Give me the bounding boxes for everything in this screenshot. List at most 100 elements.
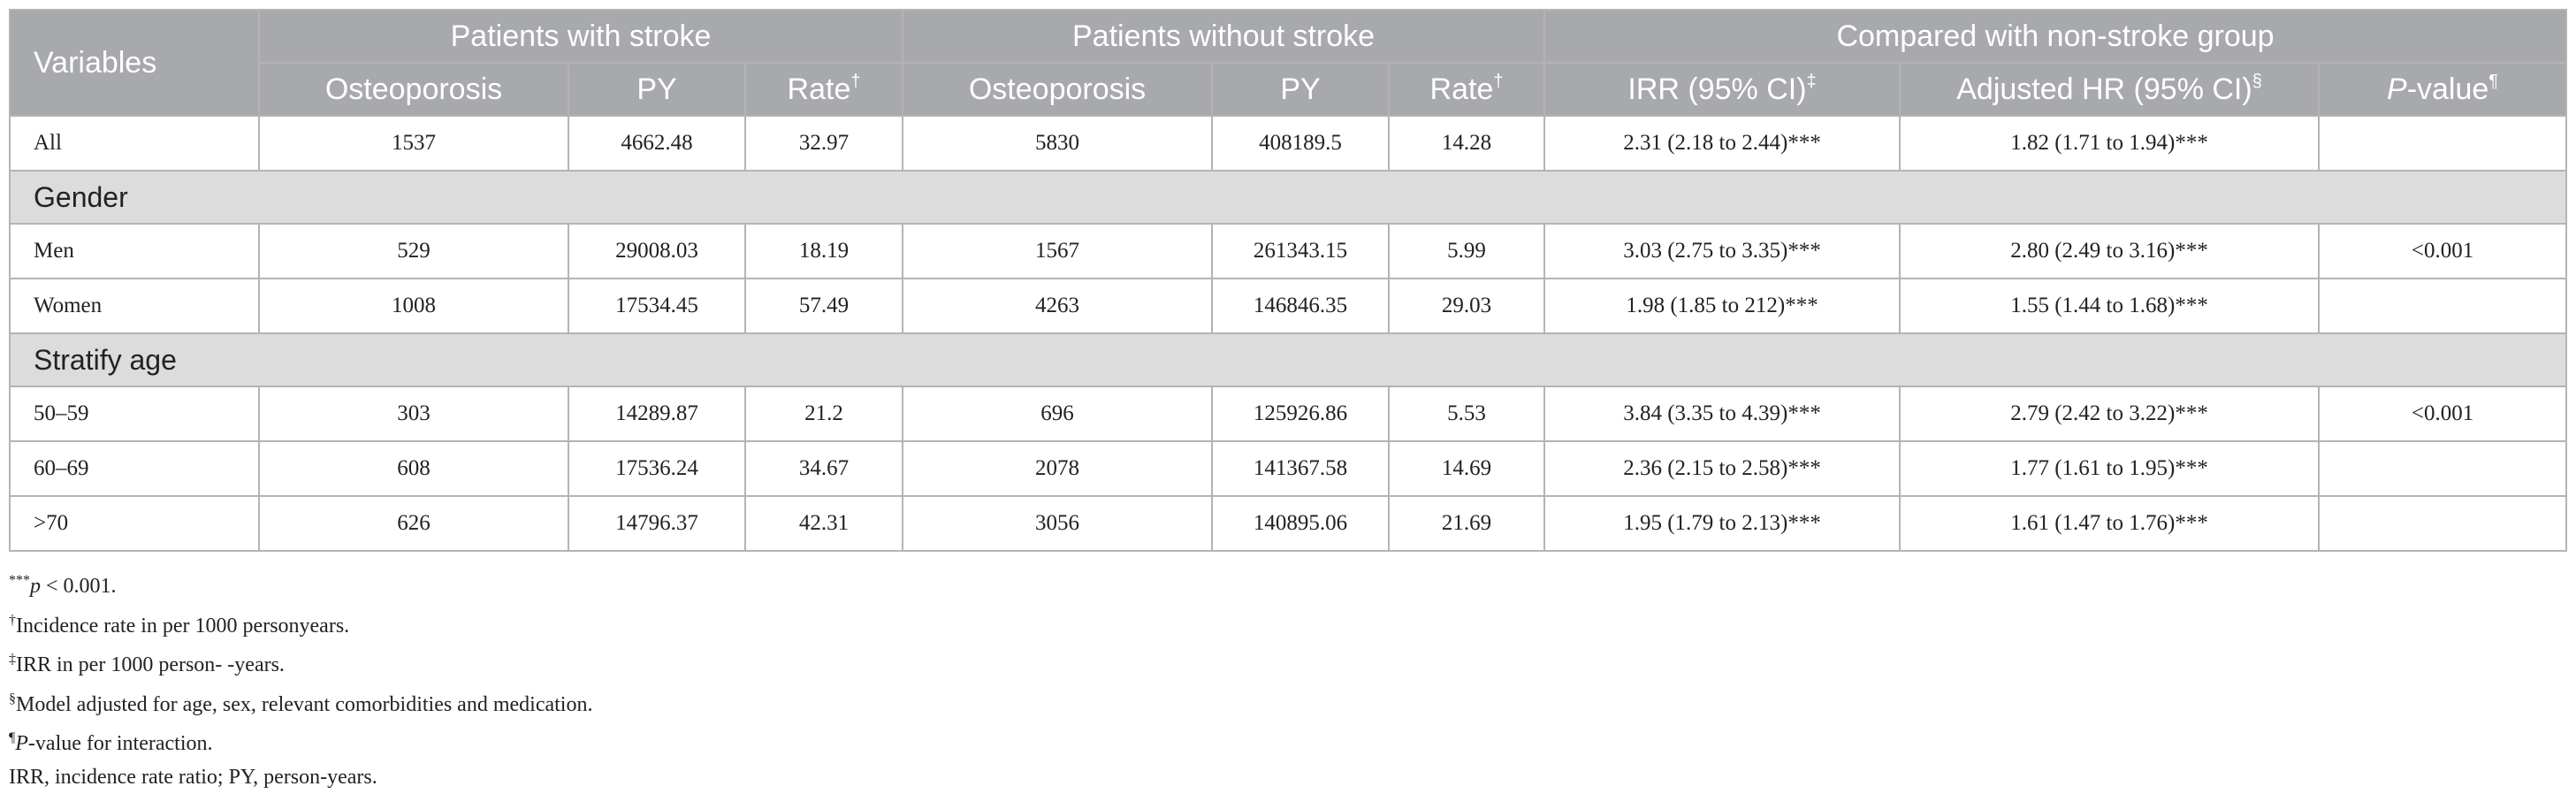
cell-adjusted-hr: 2.79 (2.42 to 3.22)*** bbox=[1900, 386, 2319, 441]
cell-irr: 3.03 (2.75 to 3.35)*** bbox=[1544, 224, 1900, 279]
table-row: 60–69 608 17536.24 34.67 2078 141367.58 … bbox=[10, 441, 2566, 496]
footnote-rate: †Incidence rate in per 1000 personyears. bbox=[9, 604, 2565, 644]
cell-rate-without: 21.69 bbox=[1389, 496, 1544, 551]
cell-irr: 1.95 (1.79 to 2.13)*** bbox=[1544, 496, 1900, 551]
footnote-text: IRR, incidence rate ratio; PY, person-ye… bbox=[9, 766, 377, 789]
double-dagger-mark: ‡ bbox=[1807, 72, 1817, 91]
row-label: 50–59 bbox=[10, 386, 259, 441]
row-label: 60–69 bbox=[10, 441, 259, 496]
header-rate-label: Rate bbox=[1430, 73, 1494, 106]
cell-p-value bbox=[2319, 496, 2566, 551]
table-row: All 1537 4662.48 32.97 5830 408189.5 14.… bbox=[10, 116, 2566, 171]
cell-osteoporosis-with: 303 bbox=[259, 386, 568, 441]
cell-osteoporosis-with: 626 bbox=[259, 496, 568, 551]
cell-adjusted-hr: 1.55 (1.44 to 1.68)*** bbox=[1900, 279, 2319, 333]
header-p-italic: P bbox=[2387, 73, 2407, 106]
footnote-mark: *** bbox=[9, 573, 30, 588]
header-group-compared: Compared with non-stroke group bbox=[1544, 10, 2566, 63]
cell-rate-without: 14.28 bbox=[1389, 116, 1544, 171]
table-body: All 1537 4662.48 32.97 5830 408189.5 14.… bbox=[10, 116, 2566, 551]
table-footnotes: ***p < 0.001. †Incidence rate in per 100… bbox=[9, 564, 2565, 794]
header-group-without-stroke: Patients without stroke bbox=[903, 10, 1544, 63]
cell-rate-with: 42.31 bbox=[745, 496, 903, 551]
cell-py-without: 408189.5 bbox=[1212, 116, 1389, 171]
header-osteoporosis-with: Osteoporosis bbox=[259, 63, 568, 116]
header-osteoporosis-without: Osteoporosis bbox=[903, 63, 1212, 116]
footnote-significance: ***p < 0.001. bbox=[9, 564, 2565, 604]
header-group-with-stroke: Patients with stroke bbox=[259, 10, 903, 63]
header-row-groups: Variables Patients with stroke Patients … bbox=[10, 10, 2566, 63]
table-row: 50–59 303 14289.87 21.2 696 125926.86 5.… bbox=[10, 386, 2566, 441]
cell-irr: 2.31 (2.18 to 2.44)*** bbox=[1544, 116, 1900, 171]
cell-osteoporosis-with: 1008 bbox=[259, 279, 568, 333]
cell-osteoporosis-without: 2078 bbox=[903, 441, 1212, 496]
cell-rate-without: 5.53 bbox=[1389, 386, 1544, 441]
dagger-mark: † bbox=[1493, 72, 1503, 91]
cell-rate-with: 57.49 bbox=[745, 279, 903, 333]
footnote-p-italic: p bbox=[30, 575, 41, 598]
footnote-irr: ‡IRR in per 1000 person- -years. bbox=[9, 643, 2565, 683]
footnote-mark: ‡ bbox=[9, 652, 16, 667]
cell-osteoporosis-without: 3056 bbox=[903, 496, 1212, 551]
table-row: >70 626 14796.37 42.31 3056 140895.06 21… bbox=[10, 496, 2566, 551]
footnote-text: Model adjusted for age, sex, relevant co… bbox=[16, 693, 592, 716]
cell-irr: 3.84 (3.35 to 4.39)*** bbox=[1544, 386, 1900, 441]
cell-p-value: <0.001 bbox=[2319, 386, 2566, 441]
row-label: Women bbox=[10, 279, 259, 333]
cell-p-value bbox=[2319, 116, 2566, 171]
cell-py-with: 14289.87 bbox=[568, 386, 745, 441]
cell-py-with: 17534.45 bbox=[568, 279, 745, 333]
cell-rate-without: 14.69 bbox=[1389, 441, 1544, 496]
table-container: Variables Patients with stroke Patients … bbox=[9, 9, 2565, 794]
cell-osteoporosis-without: 1567 bbox=[903, 224, 1212, 279]
header-rate-without: Rate† bbox=[1389, 63, 1544, 116]
cell-adjusted-hr: 1.77 (1.61 to 1.95)*** bbox=[1900, 441, 2319, 496]
header-p-rest: -value bbox=[2407, 73, 2489, 106]
footnote-mark: § bbox=[9, 691, 16, 706]
cell-adjusted-hr: 1.61 (1.47 to 1.76)*** bbox=[1900, 496, 2319, 551]
footnote-text: < 0.001. bbox=[41, 575, 117, 598]
results-table: Variables Patients with stroke Patients … bbox=[9, 9, 2567, 552]
cell-py-with: 14796.37 bbox=[568, 496, 745, 551]
cell-irr: 1.98 (1.85 to 212)*** bbox=[1544, 279, 1900, 333]
table-row: Women 1008 17534.45 57.49 4263 146846.35… bbox=[10, 279, 2566, 333]
footnote-mark: † bbox=[9, 613, 16, 628]
footnote-model: §Model adjusted for age, sex, relevant c… bbox=[9, 683, 2565, 722]
header-py-with: PY bbox=[568, 63, 745, 116]
cell-py-without: 141367.58 bbox=[1212, 441, 1389, 496]
cell-rate-with: 21.2 bbox=[745, 386, 903, 441]
cell-p-value bbox=[2319, 279, 2566, 333]
cell-rate-without: 29.03 bbox=[1389, 279, 1544, 333]
cell-osteoporosis-without: 4263 bbox=[903, 279, 1212, 333]
footnote-text: IRR in per 1000 person- -years. bbox=[16, 653, 285, 676]
section-row-gender: Gender bbox=[10, 171, 2566, 224]
row-label: >70 bbox=[10, 496, 259, 551]
header-hr-label: Adjusted HR (95% CI) bbox=[1956, 73, 2252, 106]
section-title-gender: Gender bbox=[10, 171, 2566, 224]
header-p-value: P-value¶ bbox=[2319, 63, 2566, 116]
cell-py-with: 29008.03 bbox=[568, 224, 745, 279]
cell-osteoporosis-without: 696 bbox=[903, 386, 1212, 441]
dagger-mark: † bbox=[850, 72, 860, 91]
footnote-text: -value for interaction. bbox=[28, 732, 213, 755]
cell-py-without: 140895.06 bbox=[1212, 496, 1389, 551]
footnote-p-value: ¶P-value for interaction. bbox=[9, 721, 2565, 761]
cell-irr: 2.36 (2.15 to 2.58)*** bbox=[1544, 441, 1900, 496]
header-irr-label: IRR (95% CI) bbox=[1627, 73, 1806, 106]
cell-py-without: 125926.86 bbox=[1212, 386, 1389, 441]
cell-py-with: 4662.48 bbox=[568, 116, 745, 171]
cell-osteoporosis-with: 1537 bbox=[259, 116, 568, 171]
cell-py-without: 261343.15 bbox=[1212, 224, 1389, 279]
section-row-age: Stratify age bbox=[10, 333, 2566, 386]
cell-p-value: <0.001 bbox=[2319, 224, 2566, 279]
header-adjusted-hr: Adjusted HR (95% CI)§ bbox=[1900, 63, 2319, 116]
cell-osteoporosis-with: 529 bbox=[259, 224, 568, 279]
header-rate-with: Rate† bbox=[745, 63, 903, 116]
footnote-text: Incidence rate in per 1000 personyears. bbox=[16, 615, 349, 637]
header-rate-label: Rate bbox=[788, 73, 851, 106]
cell-osteoporosis-without: 5830 bbox=[903, 116, 1212, 171]
header-py-without: PY bbox=[1212, 63, 1389, 116]
cell-adjusted-hr: 1.82 (1.71 to 1.94)*** bbox=[1900, 116, 2319, 171]
cell-rate-with: 32.97 bbox=[745, 116, 903, 171]
cell-osteoporosis-with: 608 bbox=[259, 441, 568, 496]
